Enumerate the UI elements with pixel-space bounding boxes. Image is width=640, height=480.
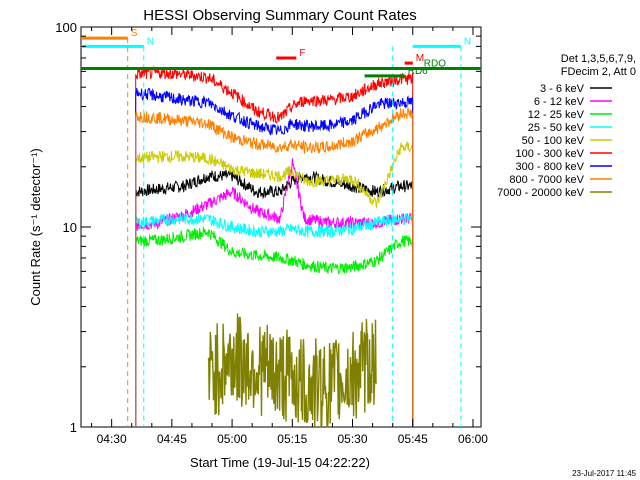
annotation-label-1: N xyxy=(147,36,154,47)
annotation-label-3: F xyxy=(299,48,305,59)
series-line-2 xyxy=(135,227,414,427)
x-tick-label: 05:15 xyxy=(277,432,307,446)
x-tick-label: 06:00 xyxy=(458,432,488,446)
x-tick-label: 05:00 xyxy=(217,432,247,446)
legend-label: 7000 - 20000 keV xyxy=(497,187,585,199)
x-axis: 04:30 04:45 05:00 05:15 05:30 05:45 06:00 xyxy=(91,27,488,446)
x-tick-label: 05:45 xyxy=(398,432,428,446)
x-tick-label: 04:45 xyxy=(157,432,187,446)
timestamp: 23-Jul-2017 11:45 xyxy=(572,469,636,478)
legend-label: 3 - 6 keV xyxy=(540,83,585,95)
y-tick-label: 10 xyxy=(63,220,77,235)
y-axis: 1 10 100 xyxy=(55,20,481,435)
series-line-7 xyxy=(135,107,414,427)
chart-title: HESSI Observing Summary Count Rates xyxy=(143,7,416,24)
legend-header: Det 1,3,5,6,7,9, xyxy=(561,53,636,65)
annotation-label-5: RD6 xyxy=(408,66,428,77)
series-layer xyxy=(135,65,414,428)
legend-label: 300 - 800 keV xyxy=(516,161,585,173)
legend-label: 6 - 12 keV xyxy=(534,96,585,108)
series-line-8 xyxy=(207,313,378,428)
legend: Det 1,3,5,6,7,9,FDecim 2, Att 0 3 - 6 keV… xyxy=(497,53,636,199)
legend-label: 25 - 50 keV xyxy=(528,122,585,134)
y-tick-label: 1 xyxy=(70,420,77,435)
series-line-5 xyxy=(135,65,414,427)
y-axis-label: Count Rate (s⁻¹ detector⁻¹) xyxy=(28,148,43,306)
legend-label: 100 - 300 keV xyxy=(516,148,585,160)
legend-label: 12 - 25 keV xyxy=(528,109,585,121)
annotation-label-2: N xyxy=(464,36,471,47)
series-line-3 xyxy=(135,212,414,427)
annotation-label-0: S xyxy=(131,28,138,39)
series-line-6 xyxy=(135,87,414,427)
annotation-label-6: M xyxy=(416,53,424,64)
legend-label: 800 - 7000 keV xyxy=(509,174,584,186)
x-tick-label: 04:30 xyxy=(97,432,127,446)
annotation-label-4: RDO xyxy=(424,59,446,70)
y-tick-label: 100 xyxy=(55,20,77,35)
series-line-4 xyxy=(135,141,414,427)
x-tick-label: 05:30 xyxy=(338,432,368,446)
legend-label: 50 - 100 keV xyxy=(522,135,585,147)
x-axis-label: Start Time (19-Jul-15 04:22:22) xyxy=(190,455,370,470)
legend-header: FDecim 2, Att 0 xyxy=(561,66,636,78)
